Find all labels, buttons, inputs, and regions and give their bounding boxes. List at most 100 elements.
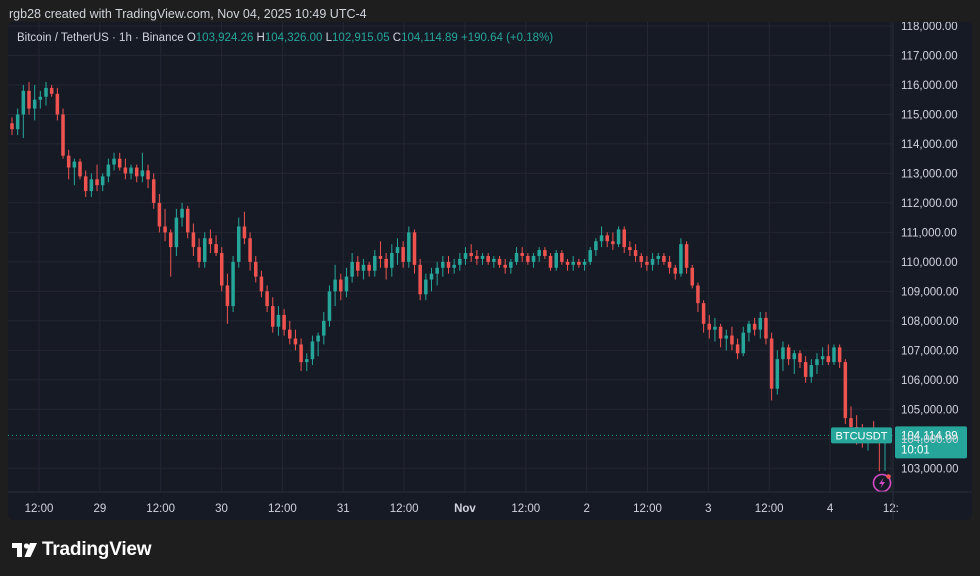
candle xyxy=(288,320,292,345)
candle xyxy=(225,273,230,324)
candle xyxy=(639,253,643,268)
candle xyxy=(492,255,496,268)
candle-body xyxy=(798,353,802,363)
candle-body xyxy=(401,247,405,262)
candle xyxy=(537,247,541,262)
x-tick-label: 12:00 xyxy=(268,503,297,515)
candle-body xyxy=(316,335,320,342)
candle xyxy=(803,356,808,383)
candle xyxy=(713,317,717,342)
candle-body xyxy=(197,247,201,262)
open-label: O xyxy=(186,32,196,44)
candle xyxy=(219,247,224,292)
candle-body xyxy=(764,317,768,339)
x-tick-label: 12:00 xyxy=(25,503,54,515)
candle xyxy=(475,250,479,265)
candlestick-chart[interactable]: BTCUSDT 104,114.89 10:01 103,000.00 104,000… xyxy=(8,22,972,520)
candle-body xyxy=(418,264,422,295)
candle xyxy=(95,164,99,192)
symbol-tag-label: BTCUSDT xyxy=(836,430,888,442)
candle-body xyxy=(826,356,831,363)
candle xyxy=(373,250,377,277)
candle-body xyxy=(225,285,230,307)
candle-body xyxy=(696,285,700,304)
candle xyxy=(775,350,780,395)
candle xyxy=(815,353,819,374)
candle-body xyxy=(271,306,275,327)
candle xyxy=(276,306,281,336)
candle-body xyxy=(112,158,116,165)
candle-body xyxy=(407,232,411,262)
candle xyxy=(531,253,536,268)
candle-body xyxy=(265,291,269,307)
grid-lines xyxy=(8,22,893,492)
candle-body xyxy=(10,123,14,130)
chart-panel[interactable]: BTCUSDT 104,114.89 10:01 103,000.00 104,000… xyxy=(8,22,972,520)
candle-body xyxy=(639,255,643,262)
candle-body xyxy=(463,253,468,259)
candle xyxy=(27,82,31,115)
candle xyxy=(435,261,439,286)
candle xyxy=(690,264,695,289)
candle-body xyxy=(282,314,286,330)
candle xyxy=(764,311,768,345)
candle xyxy=(231,255,235,312)
candle-body xyxy=(520,253,524,256)
y-tick-label: 113,000.00 xyxy=(901,168,958,180)
y-tick-label: 103,000.00 xyxy=(901,463,959,475)
candle-body xyxy=(395,247,400,254)
candle-body xyxy=(792,353,797,360)
candle xyxy=(497,255,502,268)
candle xyxy=(543,247,547,259)
candle-body xyxy=(690,267,695,286)
candle xyxy=(565,258,570,271)
candle xyxy=(645,255,649,271)
candle-body xyxy=(537,250,541,256)
close-label: C xyxy=(392,32,402,44)
candle-body xyxy=(361,264,366,271)
price-tag xyxy=(895,426,967,459)
candle-body xyxy=(747,323,751,333)
candle-body xyxy=(531,255,536,262)
candle-body xyxy=(656,255,661,259)
candle-body xyxy=(146,170,150,180)
candle-body xyxy=(344,276,349,292)
tradingview-logo-icon xyxy=(12,543,37,557)
candle-body xyxy=(429,273,434,280)
candle-body xyxy=(781,347,785,360)
candle-body xyxy=(775,359,780,389)
candle-body xyxy=(435,267,439,274)
candle-body xyxy=(713,326,717,330)
candle-body xyxy=(735,344,740,354)
candle xyxy=(509,258,513,274)
candle xyxy=(503,258,507,274)
candle xyxy=(452,258,456,274)
candle xyxy=(197,238,201,268)
candle xyxy=(781,341,785,371)
candle xyxy=(202,232,207,268)
candle-body xyxy=(44,87,48,97)
candle-body xyxy=(373,255,377,271)
candle xyxy=(174,208,179,256)
candle-body xyxy=(32,99,37,109)
candle-body xyxy=(117,158,122,168)
candle xyxy=(826,344,831,366)
y-tick-label: 117,000.00 xyxy=(901,50,958,62)
candle xyxy=(151,173,156,209)
candle xyxy=(628,241,632,256)
y-tick-label: 118,000.00 xyxy=(901,22,958,33)
candle-body xyxy=(327,291,332,321)
candle-body xyxy=(667,261,672,268)
candle-body xyxy=(832,347,836,363)
candle xyxy=(265,285,269,312)
candle xyxy=(605,232,609,248)
candle xyxy=(554,250,558,271)
candle xyxy=(480,253,485,265)
candle xyxy=(684,241,689,274)
candle xyxy=(792,350,797,374)
candle xyxy=(577,258,581,268)
candle-body xyxy=(599,235,604,242)
candle xyxy=(429,267,434,292)
candle xyxy=(208,229,213,254)
candle-body xyxy=(554,253,558,268)
